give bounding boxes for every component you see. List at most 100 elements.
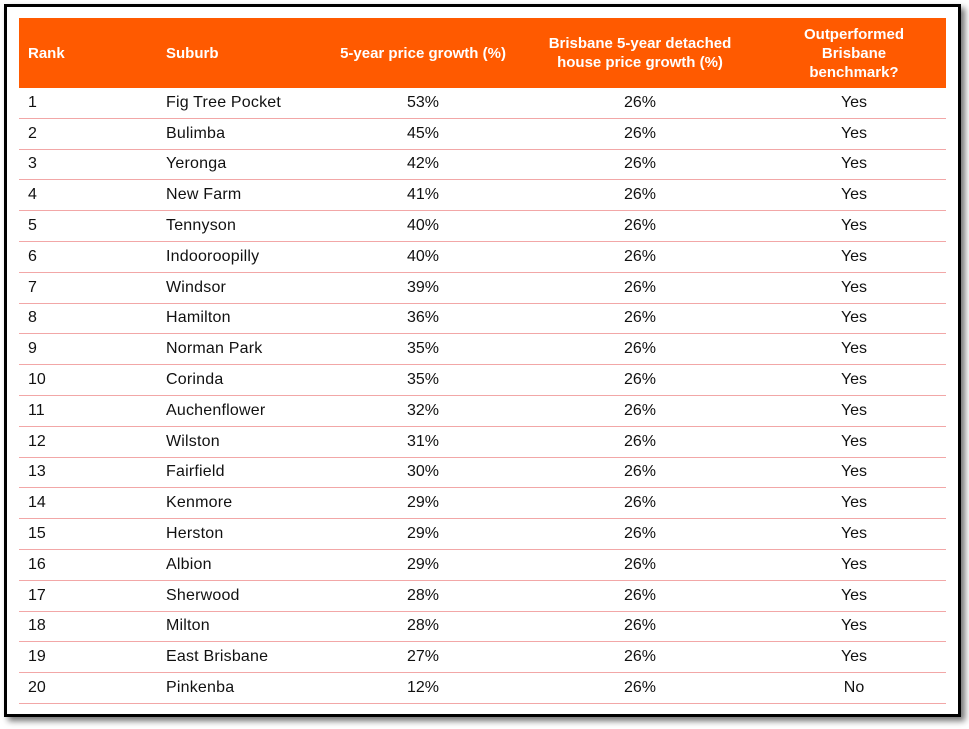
cell-outperformed: Yes [762,641,946,674]
cell-suburb: Herston [164,518,328,550]
table-row: 15 Herston 29% 26% Yes [19,518,946,550]
cell-outperformed: Yes [762,241,946,273]
cell-outperformed: No [762,672,946,704]
table-row: 10 Corinda 35% 26% Yes [19,364,946,396]
cell-suburb: Bulimba [164,118,328,150]
table-row: 11 Auchenflower 32% 26% Yes [19,395,946,427]
cell-outperformed: Yes [762,88,946,119]
cell-price-growth: 29% [328,487,518,520]
cell-price-growth: 42% [328,149,518,181]
cell-outperformed: Yes [762,149,946,181]
cell-brisbane-growth: 26% [518,241,762,273]
cell-price-growth: 39% [328,272,518,304]
cell-price-growth: 29% [328,518,518,550]
cell-rank: 6 [19,241,164,273]
cell-rank: 12 [19,426,164,458]
cell-outperformed: Yes [762,487,946,520]
cell-outperformed: Yes [762,333,946,366]
cell-suburb: Sherwood [164,580,328,612]
table-row: 9 Norman Park 35% 26% Yes [19,333,946,366]
cell-price-growth: 31% [328,426,518,458]
cell-outperformed: Yes [762,580,946,612]
cell-suburb: Yeronga [164,149,328,181]
cell-suburb: Albion [164,549,328,581]
cell-outperformed: Yes [762,426,946,458]
cell-rank: 19 [19,641,164,674]
cell-outperformed: Yes [762,210,946,242]
cell-suburb: Wilston [164,426,328,458]
cell-suburb: Corinda [164,364,328,396]
cell-brisbane-growth: 26% [518,88,762,119]
cell-price-growth: 32% [328,395,518,427]
cell-price-growth: 41% [328,179,518,212]
header-suburb: Suburb [164,18,328,88]
cell-price-growth: 28% [328,580,518,612]
cell-brisbane-growth: 26% [518,549,762,581]
cell-outperformed: Yes [762,303,946,335]
cell-suburb: Norman Park [164,333,328,366]
cell-suburb: Kenmore [164,487,328,520]
cell-outperformed: Yes [762,457,946,489]
table-row: 8 Hamilton 36% 26% Yes [19,303,946,335]
table-row: 17 Sherwood 28% 26% Yes [19,580,946,612]
cell-rank: 2 [19,118,164,150]
cell-outperformed: Yes [762,518,946,550]
cell-suburb: Indooroopilly [164,241,328,273]
cell-brisbane-growth: 26% [518,518,762,550]
table-row: 12 Wilston 31% 26% Yes [19,426,946,458]
cell-rank: 1 [19,88,164,119]
cell-rank: 11 [19,395,164,427]
cell-suburb: New Farm [164,179,328,212]
cell-brisbane-growth: 26% [518,210,762,242]
cell-price-growth: 36% [328,303,518,335]
cell-outperformed: Yes [762,364,946,396]
cell-price-growth: 30% [328,457,518,489]
cell-price-growth: 40% [328,210,518,242]
cell-suburb: Windsor [164,272,328,304]
cell-rank: 18 [19,611,164,643]
table-row: 3 Yeronga 42% 26% Yes [19,149,946,181]
table-row: 16 Albion 29% 26% Yes [19,549,946,581]
cell-rank: 5 [19,210,164,242]
cell-price-growth: 35% [328,333,518,366]
cell-outperformed: Yes [762,179,946,212]
table-header-row: Rank Suburb 5-year price growth (%) Bris… [19,18,946,88]
cell-rank: 16 [19,549,164,581]
table-row: 1 Fig Tree Pocket 53% 26% Yes [19,88,946,119]
cell-suburb: Tennyson [164,210,328,242]
cell-rank: 7 [19,272,164,304]
cell-price-growth: 45% [328,118,518,150]
table-row: 7 Windsor 39% 26% Yes [19,272,946,304]
cell-brisbane-growth: 26% [518,333,762,366]
header-outperformed: Outperformed Brisbane benchmark? [762,18,946,88]
cell-rank: 13 [19,457,164,489]
cell-outperformed: Yes [762,272,946,304]
cell-brisbane-growth: 26% [518,487,762,520]
cell-rank: 20 [19,672,164,704]
cell-suburb: Milton [164,611,328,643]
cell-rank: 9 [19,333,164,366]
cell-suburb: Fig Tree Pocket [164,88,328,119]
cell-rank: 4 [19,179,164,212]
cell-brisbane-growth: 26% [518,272,762,304]
cell-brisbane-growth: 26% [518,641,762,674]
cell-brisbane-growth: 26% [518,580,762,612]
cell-outperformed: Yes [762,549,946,581]
cell-rank: 10 [19,364,164,396]
cell-rank: 17 [19,580,164,612]
cell-price-growth: 53% [328,88,518,119]
cell-brisbane-growth: 26% [518,457,762,489]
cell-rank: 3 [19,149,164,181]
header-brisbane-growth: Brisbane 5-year detached house price gro… [518,18,762,88]
cell-price-growth: 40% [328,241,518,273]
table-row: 4 New Farm 41% 26% Yes [19,179,946,212]
cell-brisbane-growth: 26% [518,303,762,335]
cell-price-growth: 28% [328,611,518,643]
cell-brisbane-growth: 26% [518,118,762,150]
table-row: 14 Kenmore 29% 26% Yes [19,487,946,520]
table-row: 20 Pinkenba 12% 26% No [19,672,946,704]
cell-price-growth: 35% [328,364,518,396]
table-row: 19 East Brisbane 27% 26% Yes [19,641,946,674]
cell-brisbane-growth: 26% [518,611,762,643]
header-rank: Rank [19,18,164,88]
